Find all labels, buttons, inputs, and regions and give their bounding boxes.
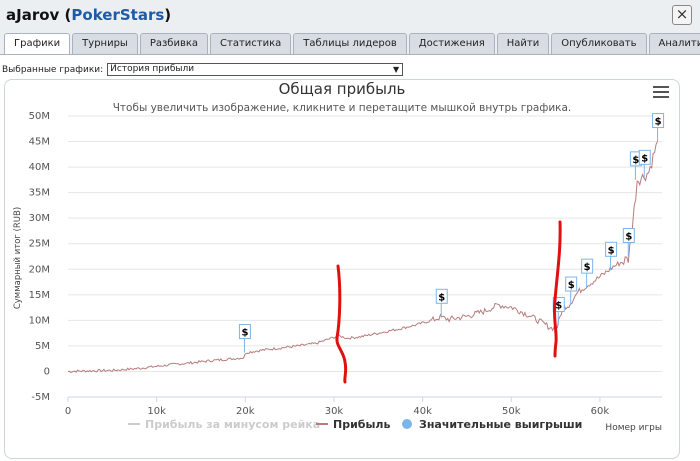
big-win-flag [638,149,651,165]
x-tick-label: 20k [236,406,255,417]
tab-find[interactable]: Найти [496,33,550,54]
site-name[interactable]: PokerStars [71,6,165,24]
big-win-label: $ [625,232,632,243]
tab-statistics[interactable]: Статистика [210,33,292,54]
big-win-flag [622,228,635,243]
chart-big-win-flags: $$$$$$$$ $$ [238,113,665,353]
big-win-label: $ [438,292,445,303]
y-tick-label: 0 [44,366,50,377]
tab-tournaments[interactable]: Турниры [72,33,138,54]
player-name: aJarov [6,6,60,24]
y-tick-label: 25M [29,239,50,250]
window-title: aJarov (PokerStars) [0,0,700,32]
big-win-flag [435,288,448,304]
annotation-stroke-2 [552,220,562,358]
big-win-label: $ [584,262,591,273]
menu-icon[interactable] [653,86,669,100]
big-win-label: $ [555,300,562,311]
close-button[interactable]: × [672,5,692,25]
chart-annotations [335,220,562,384]
big-win-label: $ [241,328,248,339]
graph-select[interactable]: История прибыли ▼ [107,63,404,76]
big-win-flag [238,324,251,340]
profit-line [67,141,659,374]
x-tick-label: 60k [591,406,610,417]
tab-graphs[interactable]: Графики [4,33,71,55]
big-win-flag [565,276,578,292]
big-win-label: $ [632,155,639,166]
x-tick-label: 0 [65,406,71,417]
y-axis-label: Суммарный итог (RUB) [13,207,23,309]
graph-select-value: История прибыли [110,64,195,74]
x-axis-label: Номер игры [605,423,662,433]
y-tick-label: 30M [29,213,50,224]
tab-publish[interactable]: Опубликовать [551,33,647,54]
big-win-flag [581,258,594,274]
big-win-flag [652,113,665,129]
y-tick-label: 5M [35,341,50,352]
y-tick-label: 50M [29,111,50,122]
x-tick-label: 10k [147,406,166,417]
x-tick-label: 40k [413,406,432,417]
y-tick-label: 40M [29,162,50,173]
chart-subtitle: Чтобы увеличить изображение, кликните и … [113,102,572,114]
big-win-label: $ [568,280,575,291]
chart-title: Общая прибыль [279,80,406,98]
x-tick-label: 50k [502,406,521,417]
tab-bar: Графики Турниры Разбивка Статистика Табл… [4,33,700,55]
y-tick-label: -5M [31,392,50,403]
chart-series [67,141,659,374]
legend-item-big-wins: Значительные выигрыши [419,418,582,431]
tab-leaderboards[interactable]: Таблицы лидеров [293,33,407,54]
graph-selector-label: Выбранные графики: [2,64,104,75]
annotation-stroke-1 [335,264,348,384]
chart-axes: -5M 0 5M 10M 15M 20M 25M 30M 35M 40M 45M 50M 0 10k 20k… [29,111,662,417]
chart-grid [68,115,662,398]
big-win-flag [605,241,618,257]
big-win-label: $ [655,117,662,128]
paren-close: ) [164,6,172,24]
graph-selector-row: Выбранные графики: История прибыли ▼ [2,63,404,76]
legend: Прибыль за минусом рейка Прибыль Значите… [128,418,582,431]
big-win-label: $ [608,245,615,256]
legend-item-rake: Прибыль за минусом рейка [145,418,320,431]
tab-analytics[interactable]: Аналитика [648,33,700,54]
y-tick-label: 15M [29,290,50,301]
y-tick-label: 10M [29,315,50,326]
big-win-label: $ [641,153,648,164]
x-tick-label: 30k [325,406,344,417]
legend-item-profit: Прибыль [333,418,390,431]
legend-swatch-big-wins [402,419,412,429]
y-tick-label: 20M [29,264,50,275]
paren-open: ( [64,6,72,24]
y-tick-label: 35M [29,188,50,199]
tab-achievements[interactable]: Достижения [408,33,495,54]
tab-breakdown[interactable]: Разбивка [139,33,209,54]
y-tick-label: 45M [29,137,50,148]
chevron-down-icon: ▼ [393,65,400,74]
